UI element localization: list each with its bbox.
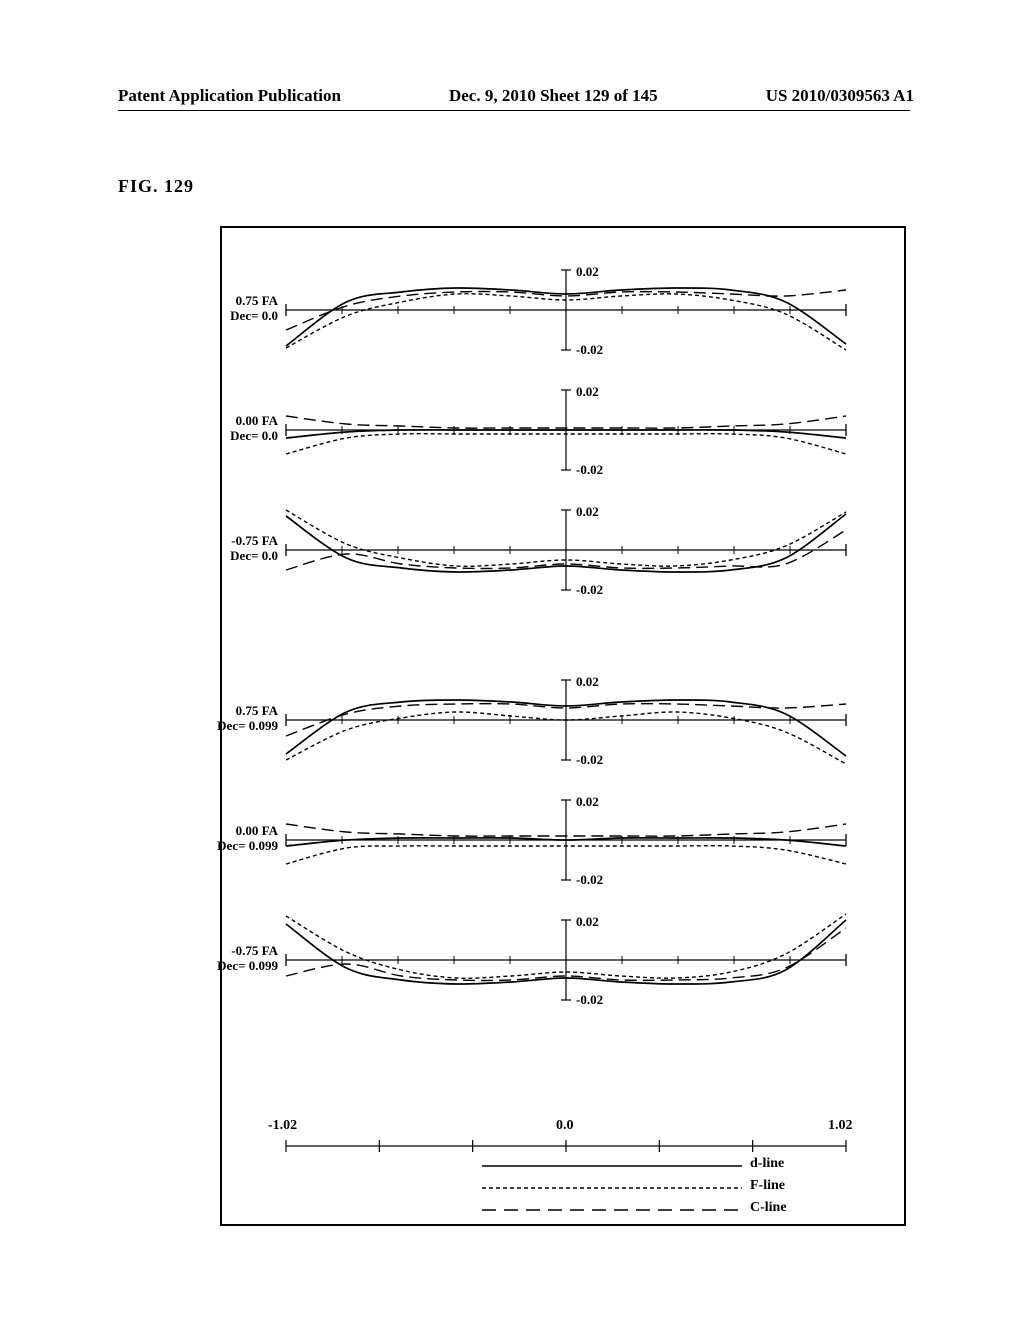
ytick-bot: -0.02 — [576, 342, 603, 358]
xtick-label: -1.02 — [268, 1118, 297, 1134]
aberration-panel — [286, 800, 846, 880]
ytick-bot: -0.02 — [576, 752, 603, 768]
header-right: US 2010/0309563 A1 — [766, 86, 914, 106]
ytick-bot: -0.02 — [576, 872, 603, 888]
aberration-panel — [286, 510, 846, 590]
panel-label-dec: Dec= 0.0 — [168, 309, 278, 324]
panel-label: 0.75 FADec= 0.099 — [168, 704, 278, 734]
figure-label: FIG. 129 — [118, 176, 194, 197]
panel-label-dec: Dec= 0.099 — [168, 719, 278, 734]
page-header: Patent Application Publication Dec. 9, 2… — [0, 86, 1024, 106]
panel-label-dec: Dec= 0.099 — [168, 959, 278, 974]
panel-label-fa: 0.00 FA — [168, 824, 278, 839]
panel-label-dec: Dec= 0.0 — [168, 549, 278, 564]
aberration-panel — [286, 680, 846, 760]
aberration-panel — [286, 920, 846, 1000]
panel-label-fa: 0.75 FA — [168, 704, 278, 719]
aberration-panel — [286, 270, 846, 350]
ytick-bot: -0.02 — [576, 462, 603, 478]
ytick-top: 0.02 — [576, 384, 599, 400]
ytick-bot: -0.02 — [576, 992, 603, 1008]
panel-label-fa: 0.75 FA — [168, 294, 278, 309]
legend-label: C-line — [750, 1200, 787, 1216]
legend-label: F-line — [750, 1178, 785, 1194]
panel-label-fa: 0.00 FA — [168, 414, 278, 429]
panel-label-fa: -0.75 FA — [168, 944, 278, 959]
aberration-panel — [286, 390, 846, 470]
legend-line-F-line — [482, 1186, 742, 1190]
panel-label: -0.75 FADec= 0.099 — [168, 944, 278, 974]
ytick-top: 0.02 — [576, 674, 599, 690]
legend-line-C-line — [482, 1208, 742, 1212]
panel-label-dec: Dec= 0.099 — [168, 839, 278, 854]
panel-label: 0.75 FADec= 0.0 — [168, 294, 278, 324]
ytick-top: 0.02 — [576, 264, 599, 280]
header-left: Patent Application Publication — [118, 86, 341, 106]
header-center: Dec. 9, 2010 Sheet 129 of 145 — [449, 86, 658, 106]
panel-label: -0.75 FADec= 0.0 — [168, 534, 278, 564]
plot-frame: 0.02-0.020.75 FADec= 0.00.02-0.020.00 FA… — [220, 226, 906, 1226]
header-rule — [118, 110, 910, 111]
ytick-top: 0.02 — [576, 504, 599, 520]
panel-label: 0.00 FADec= 0.0 — [168, 414, 278, 444]
xtick-label: 0.0 — [556, 1118, 574, 1134]
panel-label: 0.00 FADec= 0.099 — [168, 824, 278, 854]
panel-label-fa: -0.75 FA — [168, 534, 278, 549]
panel-label-dec: Dec= 0.0 — [168, 429, 278, 444]
ytick-bot: -0.02 — [576, 582, 603, 598]
legend-label: d-line — [750, 1156, 784, 1172]
bottom-axis — [286, 1136, 846, 1156]
ytick-top: 0.02 — [576, 794, 599, 810]
legend-line-d-line — [482, 1164, 742, 1168]
ytick-top: 0.02 — [576, 914, 599, 930]
xtick-label: 1.02 — [828, 1118, 853, 1134]
